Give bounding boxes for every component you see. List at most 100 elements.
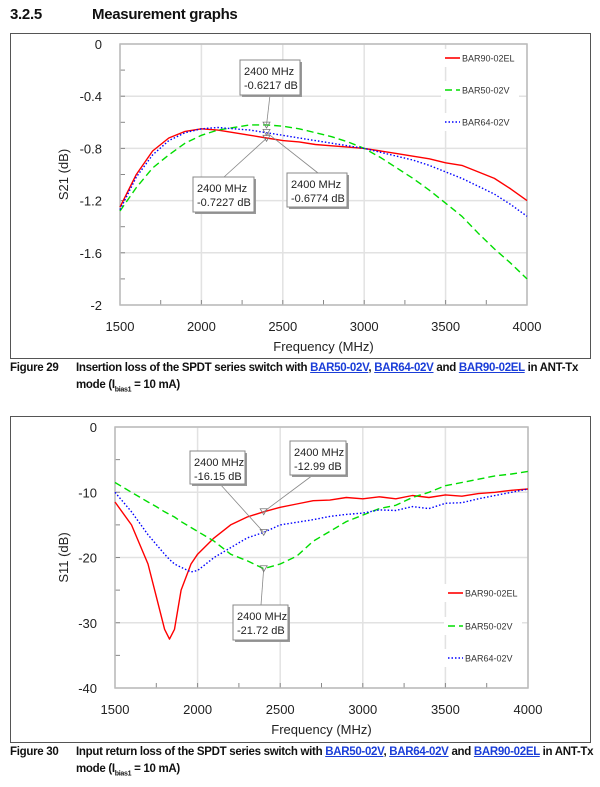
annotation-frequency: 2400 MHz [244,66,294,78]
caption-text: and [448,746,474,758]
series-line-bar64-02v [114,488,529,573]
caption-text: Insertion loss of the SPDT series switch… [76,362,311,374]
annotation-box [232,604,289,641]
annotation-value: -0.6217 dB [244,80,298,92]
y-tick-label: -20 [78,551,97,566]
x-tick-label: 4000 [514,702,543,717]
legend-label: BAR64-02V [462,118,510,128]
legend-bg [444,649,522,667]
caption-text: , [383,746,390,758]
x-tick-label: 4000 [513,319,542,334]
x-tick-label: 1500 [106,319,135,334]
annotation-box [289,440,347,476]
annotation-value: -0.6774 dB [291,193,345,205]
x-tick-label: 3500 [431,319,460,334]
annotation-value: -16.15 dB [194,471,242,483]
x-tick-label: 2500 [266,702,295,717]
x-tick-label: 2500 [268,319,297,334]
caption-subscript: bias1 [114,770,132,778]
y-tick-label: -1.6 [80,246,102,261]
annotation-value: -21.72 dB [237,625,285,637]
figure-30-frame [10,416,591,743]
figure-29-frame [10,33,591,359]
x-tick-label: 3000 [348,702,377,717]
plot-area [119,43,528,306]
annotation-box [286,172,348,208]
figure-30-caption: Figure 30 Input return loss of the SPDT … [10,744,593,777]
series-line-bar90-02el [114,488,529,640]
annotation-frequency: 2400 MHz [294,447,344,459]
plot-area [114,426,529,689]
caption-text: , [368,362,375,374]
legend-label: BAR50-02V [462,86,510,96]
caption-text: and [433,362,459,374]
annotation-leader [223,138,267,178]
annotation-leader [266,132,319,174]
caption-text: in ANT-Tx mode (I [76,746,594,775]
caption-text: = 10 mA) [131,379,180,391]
x-tick-label: 2000 [183,702,212,717]
legend-label: BAR64-02V [465,654,513,664]
caption-subscript: bias1 [114,386,132,394]
legend-label: BAR90-02EL [465,589,518,599]
figure-label: Figure 29 [10,362,59,374]
annotation-value: -0.7227 dB [197,197,251,209]
figure-label: Figure 30 [10,746,59,758]
annotation-box [189,450,246,485]
y-tick-label: 0 [95,37,102,52]
y-axis-label: S11 (dB) [56,532,71,582]
legend-bg [441,49,519,67]
annotation-box [239,59,301,96]
legend-bg [444,584,522,602]
figure-29-caption: Figure 29 Insertion loss of the SPDT ser… [10,360,578,393]
x-tick-label: 3000 [350,319,379,334]
link-bar50[interactable]: BAR50-02V [310,362,369,374]
annotation-frequency: 2400 MHz [291,179,341,191]
section-number: 3.2.5 [10,6,42,23]
link-bar64[interactable]: BAR64-02V [374,362,434,374]
annotation-box [192,176,255,213]
y-tick-label: -40 [78,681,97,696]
x-axis-label: Frequency (MHz) [273,339,373,354]
link-bar90[interactable]: BAR90-02EL [458,362,525,374]
marker-triangle-icon [262,129,271,137]
legend-bg [444,617,522,635]
y-tick-label: -1.2 [80,194,102,209]
caption-text: in ANT-Tx mode (I [76,362,579,391]
annotation-leader [266,94,271,126]
annotation-value: -12.99 dB [294,461,342,473]
chart-1: 0 -0.4 -0.8 -1.2 -1.6 -2 1500 2000 2500 3000 3500 4… [56,37,541,354]
y-tick-label: 0 [90,420,97,435]
y-tick-label: -2 [90,298,102,313]
link-bar64[interactable]: BAR64-02V [389,746,449,758]
marker-triangle-icon [259,508,268,516]
y-tick-label: -30 [78,616,97,631]
chart-2: 0 -10 -20 -30 -40 1500 2000 2500 3000 3500 4000 Fre… [56,420,542,737]
legend-label: BAR50-02V [465,622,513,632]
legend-label: BAR90-02EL [462,54,515,64]
annotation-frequency: 2400 MHz [197,183,247,195]
x-axis-label: Frequency (MHz) [271,722,371,737]
y-tick-label: -10 [78,485,97,500]
section-heading: 3.2.5 Measurement graphs [10,6,238,23]
annotation-leader [219,483,264,533]
caption-text: = 10 mA) [131,763,180,775]
x-tick-label: 2000 [187,319,216,334]
caption-text: Input return loss of the SPDT series swi… [76,746,326,758]
legend-bg [441,113,519,131]
y-tick-label: -0.4 [80,89,102,104]
annotation-leader [260,568,265,606]
y-axis-label: S21 (dB) [56,149,71,200]
marker-triangle-icon [259,528,268,537]
x-tick-label: 1500 [101,702,130,717]
marker-triangle-icon [259,565,268,573]
link-bar90[interactable]: BAR90-02EL [473,746,540,758]
link-bar50[interactable]: BAR50-02V [325,746,384,758]
annotation-leader [263,474,314,513]
marker-triangle-icon [262,121,271,129]
y-tick-label: -0.8 [80,141,102,156]
legend-bg [441,81,519,99]
series-line-bar50-02v [114,470,529,570]
series-line-bar90-02el [119,128,528,208]
